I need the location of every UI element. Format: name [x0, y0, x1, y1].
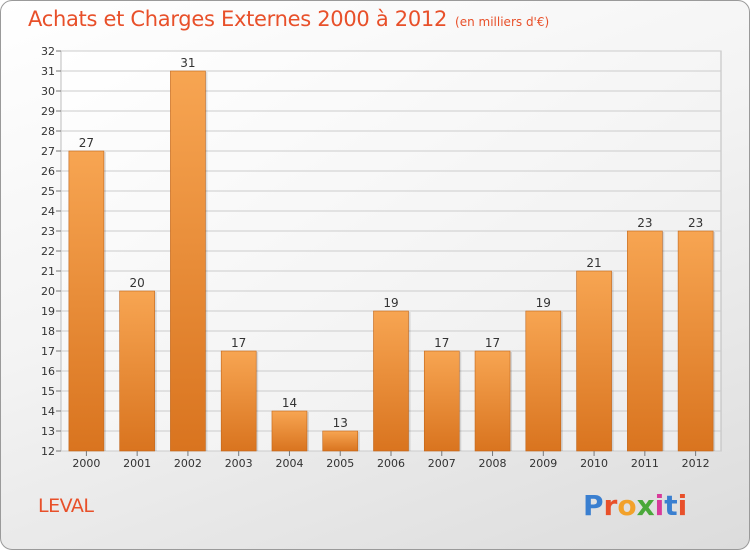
y-tick-label: 18	[41, 325, 55, 338]
bar	[68, 150, 105, 452]
y-tick-label: 16	[41, 365, 55, 378]
bar	[525, 310, 562, 452]
bar	[423, 350, 460, 452]
title-unit: (en milliers d'€)	[455, 15, 550, 29]
bar-value-label: 14	[282, 396, 297, 410]
y-tick-label: 24	[41, 205, 55, 218]
y-tick-label: 17	[41, 345, 55, 358]
logo-letter: t	[664, 489, 678, 522]
logo-letter: o	[617, 489, 637, 522]
bar	[576, 270, 612, 452]
bars	[68, 70, 716, 452]
bar	[677, 230, 714, 452]
x-tick-label: 2002	[174, 457, 202, 470]
commune-name: LEVAL	[38, 495, 94, 517]
proxiti-logo: Proxiti	[583, 489, 687, 522]
bar-value-label: 13	[333, 416, 348, 430]
x-tick-label: 2007	[428, 457, 456, 470]
x-tick-label: 2009	[529, 457, 557, 470]
bar	[474, 350, 511, 452]
bar-value-label: 17	[231, 336, 246, 350]
x-tick-label: 2012	[682, 457, 710, 470]
bar	[373, 310, 409, 452]
bar	[271, 410, 308, 452]
y-tick-label: 31	[41, 65, 55, 78]
logo-letter: i	[677, 489, 688, 522]
x-tick-label: 2001	[123, 457, 151, 470]
y-tick-label: 32	[41, 45, 55, 58]
x-tick-label: 2011	[631, 457, 659, 470]
bar-value-label: 21	[586, 256, 601, 270]
logo-letter: i	[654, 489, 665, 522]
bar-value-label: 23	[637, 216, 652, 230]
y-tick-label: 26	[41, 165, 55, 178]
bar	[170, 70, 206, 452]
bar-value-label: 27	[79, 136, 94, 150]
x-tick-label: 2006	[377, 457, 405, 470]
chart-title: Achats et Charges Externes 2000 à 2012 (e…	[28, 7, 549, 31]
y-tick-label: 25	[41, 185, 55, 198]
bar	[627, 230, 663, 452]
data-labels: 27 20 31 17 14 13 19 17 17 19 21 23 23	[79, 56, 704, 430]
y-tick-label: 14	[41, 405, 55, 418]
y-tick-label: 23	[41, 225, 55, 238]
bar-value-label: 31	[180, 56, 195, 70]
x-tick-label: 2010	[580, 457, 608, 470]
y-tick-label: 27	[41, 145, 55, 158]
x-axis: 2000 2001 2002 2003 2004 2005 2006 2007 2008 2009…	[72, 451, 710, 470]
x-tick-label: 2008	[479, 457, 507, 470]
y-tick-label: 13	[41, 425, 55, 438]
bar-value-label: 20	[130, 276, 145, 290]
logo-letter: r	[603, 489, 618, 522]
bar-value-label: 17	[485, 336, 500, 350]
x-tick-label: 2003	[225, 457, 253, 470]
bar	[220, 350, 257, 452]
bar-value-label: 19	[536, 296, 551, 310]
y-tick-label: 12	[41, 445, 55, 458]
logo-letter: P	[583, 489, 604, 522]
y-tick-label: 15	[41, 385, 55, 398]
y-tick-label: 21	[41, 265, 55, 278]
bar	[322, 430, 359, 452]
y-tick-label: 20	[41, 285, 55, 298]
logo-letter: x	[636, 489, 655, 522]
bar-value-label: 19	[383, 296, 398, 310]
title-text: Achats et Charges Externes 2000 à 2012	[28, 7, 448, 31]
y-axis: 12 13 14 15 16 17 18 19 20 21 22 23 24 25 26 27 28 29 30 31…	[41, 45, 61, 458]
x-tick-label: 2005	[326, 457, 354, 470]
bar	[119, 290, 155, 452]
y-tick-label: 29	[41, 105, 55, 118]
bar-value-label: 23	[688, 216, 703, 230]
y-tick-label: 30	[41, 85, 55, 98]
y-tick-label: 22	[41, 245, 55, 258]
x-tick-label: 2004	[275, 457, 303, 470]
y-tick-label: 28	[41, 125, 55, 138]
y-tick-label: 19	[41, 305, 55, 318]
bar-value-label: 17	[434, 336, 449, 350]
x-tick-label: 2000	[72, 457, 100, 470]
